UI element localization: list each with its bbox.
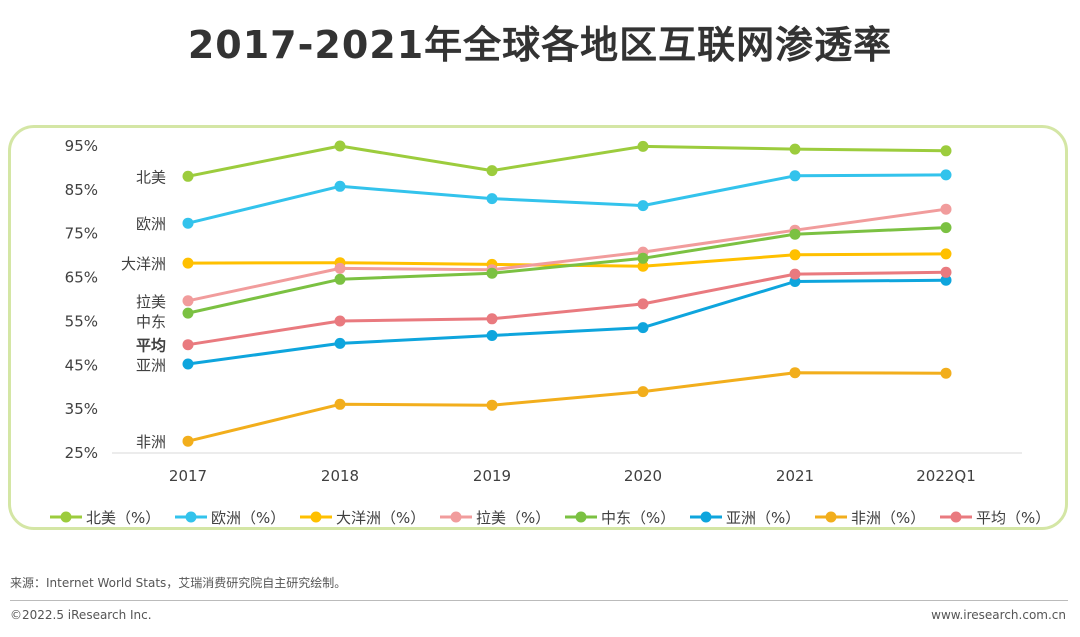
series-line-6 — [187, 371, 947, 443]
y-tick-label: 25% — [65, 444, 98, 462]
data-point — [940, 274, 952, 286]
footer-divider — [10, 600, 1068, 601]
data-point — [637, 200, 649, 212]
data-point — [940, 222, 952, 234]
y-tick-label: 85% — [65, 181, 98, 199]
data-point — [637, 252, 649, 264]
data-point — [789, 143, 801, 155]
data-point — [334, 337, 346, 349]
legend-label: 非洲（%） — [851, 509, 925, 527]
data-point — [182, 257, 194, 269]
legend-label: 大洋洲（%） — [336, 509, 425, 527]
legend-swatch-marker — [185, 511, 197, 523]
data-point — [182, 435, 194, 447]
data-point — [182, 217, 194, 229]
series-label: 中东 — [136, 313, 166, 331]
y-tick-label: 55% — [65, 312, 98, 330]
data-point — [940, 169, 952, 181]
data-point — [182, 339, 194, 351]
series-line-1 — [187, 173, 947, 225]
data-point — [486, 399, 498, 411]
legend-swatch-marker — [700, 511, 712, 523]
series-line-7 — [187, 270, 947, 347]
x-tick-label: 2019 — [473, 467, 511, 485]
x-tick-label: 2017 — [169, 467, 207, 485]
line-chart: 95% 85% 75% 65% 55% 45% 35% 25% 2017 2018 2019 2020… — [50, 137, 1050, 527]
legend-label: 拉美（%） — [476, 509, 550, 527]
copyright: ©2022.5 iResearch Inc. — [10, 608, 152, 622]
series-line-5 — [187, 278, 947, 366]
data-point — [940, 266, 952, 278]
x-tick-label: 2018 — [321, 467, 359, 485]
x-tick-label: 2020 — [624, 467, 662, 485]
data-point — [637, 322, 649, 334]
legend-label: 亚洲（%） — [726, 509, 800, 527]
data-point — [182, 170, 194, 182]
x-tick-label: 2021 — [776, 467, 814, 485]
data-point — [637, 140, 649, 152]
series-line-3 — [187, 207, 947, 303]
data-point — [334, 180, 346, 192]
legend-swatch-marker — [310, 511, 322, 523]
data-point — [789, 170, 801, 182]
series-line-0 — [187, 144, 947, 178]
data-point — [637, 260, 649, 272]
y-tick-label: 75% — [65, 225, 98, 243]
legend-swatch-marker — [60, 511, 72, 523]
source-note: 来源：Internet World Stats，艾瑞消费研究院自主研究绘制。 — [10, 576, 347, 590]
data-point — [334, 140, 346, 152]
data-point — [486, 193, 498, 205]
data-point — [486, 330, 498, 341]
chart-frame — [8, 125, 1068, 530]
series-label: 拉美 — [136, 293, 166, 311]
legend-swatch-marker — [950, 511, 962, 523]
y-tick-label: 45% — [65, 356, 98, 374]
legend-label: 中东（%） — [601, 509, 675, 527]
legend-label: 北美（%） — [86, 509, 160, 527]
data-point — [789, 367, 801, 379]
y-tick-label: 65% — [65, 269, 98, 287]
data-point — [940, 248, 952, 260]
series-label: 亚洲 — [136, 357, 166, 375]
series-line-4 — [187, 226, 947, 315]
data-point — [334, 398, 346, 410]
x-tick-label: 2022Q1 — [916, 467, 976, 485]
data-point — [940, 367, 952, 379]
data-point — [637, 386, 649, 398]
data-point — [182, 358, 194, 370]
legend-swatch-marker — [825, 511, 837, 523]
series-label: 欧洲 — [136, 215, 166, 233]
data-point — [486, 165, 498, 177]
y-tick-label: 95% — [65, 137, 98, 155]
data-point — [637, 298, 649, 310]
series-label: 非洲 — [136, 433, 166, 451]
legend-swatch-marker — [575, 511, 587, 523]
data-point — [486, 267, 498, 279]
data-point — [486, 313, 498, 325]
series-label: 北美 — [136, 168, 166, 186]
data-point — [940, 145, 952, 157]
data-point — [334, 273, 346, 285]
website-link[interactable]: www.iresearch.com.cn — [931, 608, 1066, 622]
data-point — [789, 249, 801, 261]
data-point — [182, 295, 194, 307]
data-point — [334, 315, 346, 327]
data-point — [940, 203, 952, 215]
chart-title: 2017-2021年全球各地区互联网渗透率 — [187, 23, 893, 67]
series-label: 大洋洲 — [121, 255, 166, 273]
data-point — [789, 228, 801, 240]
y-tick-label: 35% — [65, 400, 98, 418]
data-point — [334, 262, 346, 274]
data-point — [182, 307, 194, 319]
legend-label: 平均（%） — [976, 509, 1050, 527]
legend-label: 欧洲（%） — [211, 509, 285, 527]
data-point — [789, 268, 801, 280]
legend-swatch-marker — [450, 511, 462, 523]
series-label: 平均 — [136, 337, 166, 355]
